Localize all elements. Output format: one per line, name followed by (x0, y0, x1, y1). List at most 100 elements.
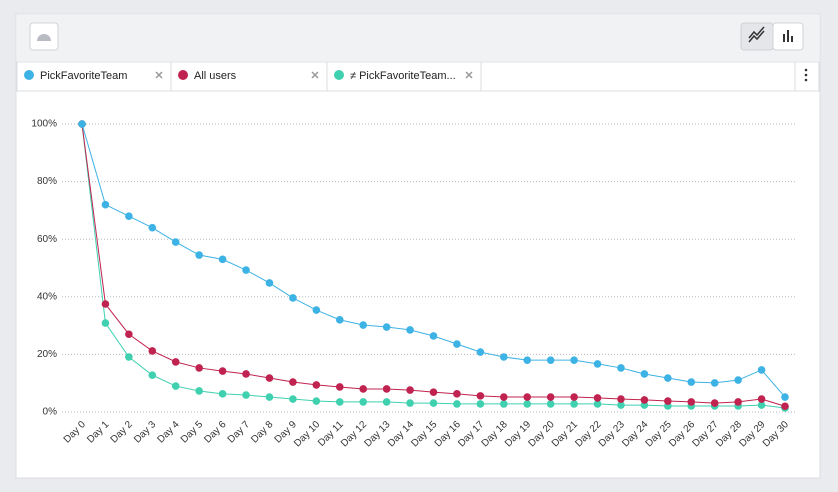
data-point (641, 396, 649, 404)
data-point (149, 224, 157, 232)
data-point (125, 212, 133, 220)
data-point (219, 256, 227, 264)
dashboard-button[interactable] (30, 23, 58, 50)
data-point (430, 388, 438, 396)
data-point (266, 279, 274, 287)
data-point (617, 364, 625, 372)
data-point (547, 393, 555, 401)
data-point (734, 376, 742, 384)
data-point (523, 356, 531, 364)
data-point (781, 393, 789, 401)
data-point (758, 366, 766, 374)
data-point (453, 340, 461, 348)
data-point (383, 398, 391, 406)
data-point (781, 402, 789, 410)
data-point (336, 398, 344, 406)
data-point (125, 330, 133, 338)
data-point (758, 395, 766, 403)
data-point (172, 358, 180, 366)
data-point (102, 201, 110, 209)
y-tick-label: 40% (37, 291, 57, 302)
y-tick-label: 60% (37, 234, 57, 245)
line-chart-button[interactable] (741, 23, 773, 50)
data-point (149, 371, 157, 379)
y-tick-label: 100% (31, 119, 57, 130)
data-point (477, 392, 485, 400)
data-point (266, 374, 274, 382)
data-point (664, 397, 672, 405)
data-point (289, 395, 297, 403)
data-point (313, 397, 321, 405)
data-point (359, 321, 367, 329)
data-point (313, 381, 321, 389)
data-point (430, 332, 438, 340)
legend-dot (178, 70, 188, 80)
data-point (594, 360, 602, 368)
legend-dot (334, 70, 344, 80)
data-point (500, 353, 508, 361)
data-point (289, 294, 297, 302)
data-point (406, 399, 414, 407)
data-point (172, 238, 180, 246)
data-point (102, 319, 110, 327)
data-point (242, 266, 250, 274)
data-point (242, 370, 250, 378)
data-point (711, 379, 719, 387)
data-point (219, 367, 227, 375)
data-point (219, 390, 227, 398)
data-point (594, 394, 602, 402)
data-point (547, 356, 555, 364)
legend-label: All users (194, 70, 237, 82)
data-point (289, 378, 297, 386)
data-point (430, 399, 438, 407)
data-point (78, 120, 86, 128)
data-point (523, 400, 531, 408)
bar-chart-button[interactable] (773, 23, 803, 50)
data-point (477, 400, 485, 408)
data-point (453, 400, 461, 408)
data-point (383, 385, 391, 393)
data-point (102, 300, 110, 308)
data-point (336, 383, 344, 391)
data-point (687, 398, 695, 406)
data-point (570, 393, 578, 401)
data-point (406, 386, 414, 394)
data-point (617, 395, 625, 403)
data-point (477, 348, 485, 356)
data-point (570, 400, 578, 408)
series-tab[interactable]: All users (171, 62, 327, 91)
y-tick-label: 20% (37, 349, 57, 360)
data-point (383, 323, 391, 331)
data-point (711, 399, 719, 407)
legend-dot (24, 70, 34, 80)
data-point (570, 356, 578, 364)
data-point (266, 393, 274, 401)
data-point (406, 326, 414, 334)
data-point (500, 400, 508, 408)
data-point (195, 387, 203, 395)
toolbar (17, 15, 819, 61)
y-tick-label: 80% (37, 176, 57, 187)
series-tab[interactable]: PickFavoriteTeam (17, 62, 171, 91)
data-point (336, 316, 344, 324)
legend-label: ≠ PickFavoriteTeam... (350, 70, 456, 82)
data-point (149, 347, 157, 355)
series-tab[interactable]: ≠ PickFavoriteTeam... (327, 62, 481, 91)
y-tick-label: 0% (43, 407, 58, 418)
data-point (664, 374, 672, 382)
data-point (500, 393, 508, 401)
data-point (547, 400, 555, 408)
data-point (687, 378, 695, 386)
data-point (359, 385, 367, 393)
data-point (734, 398, 742, 406)
data-point (195, 364, 203, 372)
data-point (242, 391, 250, 399)
data-point (313, 306, 321, 314)
data-point (453, 390, 461, 398)
data-point (641, 370, 649, 378)
data-point (359, 398, 367, 406)
data-point (523, 393, 531, 401)
data-point (125, 353, 133, 361)
